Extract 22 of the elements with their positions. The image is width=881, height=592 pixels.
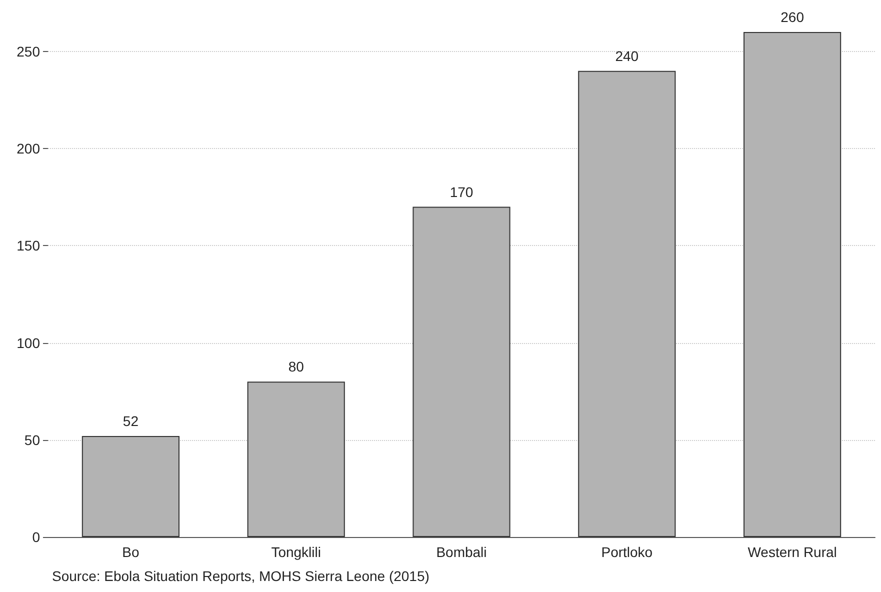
y-tick-label: 200: [16, 140, 40, 157]
bar: [744, 32, 842, 537]
data-label: 52: [122, 413, 139, 429]
x-tick-label: Bo: [122, 544, 140, 560]
data-label: 260: [780, 9, 804, 25]
x-tick-label: Tongklili: [271, 544, 322, 560]
data-label: 170: [450, 184, 474, 200]
x-tick-label: Bombali: [436, 544, 487, 560]
data-label: 240: [615, 48, 639, 64]
bar: [247, 382, 345, 537]
x-tick-label: Western Rural: [748, 544, 837, 560]
y-tick-label: 150: [16, 238, 40, 254]
source-note: Source: Ebola Situation Reports, MOHS Sierra Leone (2015): [52, 568, 430, 584]
bar: [412, 206, 510, 537]
bar: [578, 70, 676, 537]
y-tick-label: 250: [16, 43, 40, 60]
x-tick-label: Portloko: [601, 544, 653, 560]
y-tick-label: 100: [16, 334, 40, 351]
data-label: 80: [288, 358, 304, 375]
y-tick-label: 0: [32, 529, 40, 545]
bar: [82, 436, 180, 537]
y-tick-label: 50: [24, 432, 40, 448]
